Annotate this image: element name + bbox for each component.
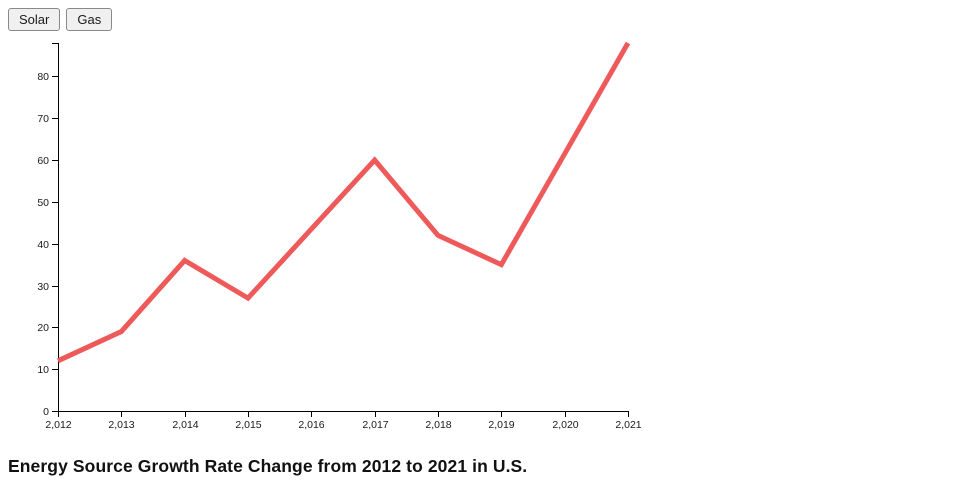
series-line-solar (56, 41, 631, 364)
x-axis-tick-label: 2,020 (552, 419, 578, 431)
y-axis-tick-label: 40 (37, 239, 49, 251)
y-axis-tick-label: 30 (37, 281, 49, 293)
x-axis-tick-label: 2,019 (488, 419, 514, 431)
x-axis-tick-label: 2,021 (615, 419, 641, 431)
y-axis-tick-label: 60 (37, 155, 49, 167)
y-axis-tick-label: 20 (37, 322, 49, 334)
gas-button[interactable]: Gas (66, 8, 113, 31)
x-axis-tick-label: 2,017 (362, 419, 388, 431)
y-axis-tick-label: 50 (37, 197, 49, 209)
y-axis-tick-label: 70 (37, 113, 49, 125)
solar-button[interactable]: Solar (8, 8, 61, 31)
x-axis-tick-label: 2,018 (425, 419, 451, 431)
x-axis-tick-label: 2,016 (298, 419, 324, 431)
x-axis-tick-label: 2,014 (172, 419, 198, 431)
x-axis-tick-label: 2,013 (108, 419, 134, 431)
x-axis-tick-label: 2,012 (45, 419, 71, 431)
y-axis-tick-label: 0 (43, 406, 49, 418)
y-axis-line (52, 43, 59, 412)
y-axis-tick-label: 80 (37, 71, 49, 83)
line-chart: 0 10 20 30 40 50 60 70 80 2,012 2,013 2,014 2,015 2,0… (37, 41, 642, 431)
x-axis-line (58, 411, 629, 417)
chart-title: Energy Source Growth Rate Change from 20… (8, 456, 528, 476)
toolbar: Solar Gas (8, 8, 113, 31)
y-axis-tick-label: 10 (37, 364, 49, 376)
x-axis-tick-label: 2,015 (235, 419, 261, 431)
